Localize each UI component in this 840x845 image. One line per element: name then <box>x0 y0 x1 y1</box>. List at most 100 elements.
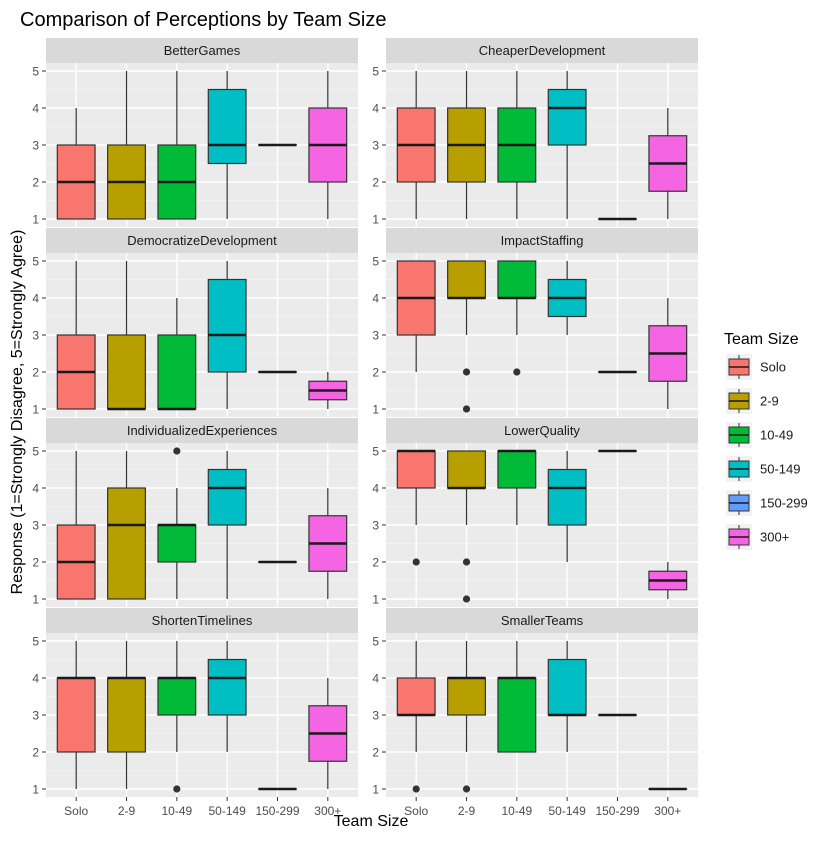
box-iqr <box>548 660 586 716</box>
outlier-point <box>513 368 520 375</box>
x-tick-label: Solo <box>64 804 88 818</box>
box-iqr <box>498 261 536 298</box>
y-tick-label: 3 <box>32 139 39 153</box>
box-iqr <box>548 90 586 146</box>
facet-democratizedevelopment: DemocratizeDevelopment 1 2 3 4 5 <box>32 228 358 417</box>
y-tick-label: 1 <box>32 593 39 607</box>
x-tick-label: 50-149 <box>208 804 246 818</box>
box-iqr <box>158 525 196 562</box>
box-iqr <box>397 451 435 488</box>
x-tick-label: 50-149 <box>548 804 586 818</box>
y-tick-label: 4 <box>32 102 39 116</box>
y-tick-label: 5 <box>32 255 39 269</box>
facet-strip-label: ShortenTimelines <box>152 613 253 628</box>
legend-label: 300+ <box>760 530 789 545</box>
y-tick-label: 3 <box>32 329 39 343</box>
y-tick-label: 3 <box>372 709 379 723</box>
y-tick-label: 5 <box>372 445 379 459</box>
box-iqr <box>208 660 246 716</box>
y-tick-label: 4 <box>32 292 39 306</box>
legend-entry-300: 300+ <box>726 524 789 550</box>
legend-title: Team Size <box>724 331 799 348</box>
facet-bettergames: BetterGames 1 2 3 4 5 <box>32 38 358 227</box>
legend: Team Size Solo 2-9 10-49 50-149 150-299 300+ <box>724 331 808 550</box>
legend-label: 2-9 <box>760 394 779 409</box>
outlier-point <box>463 785 470 792</box>
x-tick-label: 2-9 <box>118 804 136 818</box>
y-tick-label: 1 <box>372 783 379 797</box>
outlier-point <box>413 785 420 792</box>
y-tick-label: 4 <box>32 482 39 496</box>
y-tick-label: 3 <box>372 519 379 533</box>
x-axis-label: Team Size <box>334 813 409 830</box>
x-tick-label: 10-49 <box>161 804 192 818</box>
box-iqr <box>158 678 196 715</box>
outlier-point <box>173 785 180 792</box>
y-tick-label: 4 <box>32 672 39 686</box>
box-iqr <box>448 451 486 488</box>
facet-strip-label: BetterGames <box>164 43 241 58</box>
box-iqr <box>208 470 246 526</box>
x-tick-label: 2-9 <box>458 804 476 818</box>
facet-strip-label: SmallerTeams <box>501 613 584 628</box>
box-iqr <box>498 678 536 752</box>
outlier-point <box>463 558 470 565</box>
y-tick-label: 2 <box>372 556 379 570</box>
legend-entry-50-149: 50-149 <box>726 456 800 482</box>
y-tick-label: 3 <box>372 329 379 343</box>
legend-entry-10-49: 10-49 <box>726 422 793 448</box>
outlier-point <box>463 368 470 375</box>
box-iqr <box>108 678 146 752</box>
y-tick-label: 2 <box>372 176 379 190</box>
y-tick-label: 1 <box>32 403 39 417</box>
y-tick-label: 2 <box>32 366 39 380</box>
y-tick-label: 5 <box>372 635 379 649</box>
box-iqr <box>208 280 246 373</box>
y-tick-label: 1 <box>32 783 39 797</box>
y-tick-label: 4 <box>372 672 379 686</box>
legend-label: Solo <box>760 360 786 375</box>
y-tick-label: 5 <box>32 635 39 649</box>
legend-label: 10-49 <box>760 428 793 443</box>
y-tick-label: 3 <box>32 709 39 723</box>
box-iqr <box>108 488 146 599</box>
y-tick-label: 1 <box>372 593 379 607</box>
legend-entry-150-299: 150-299 <box>726 490 808 516</box>
facet-strip-label: DemocratizeDevelopment <box>127 233 277 248</box>
box-iqr <box>57 678 95 752</box>
y-tick-label: 2 <box>32 176 39 190</box>
box-iqr <box>548 470 586 526</box>
legend-entry-solo: Solo <box>726 354 786 380</box>
y-tick-label: 2 <box>372 366 379 380</box>
box-iqr <box>108 335 146 409</box>
y-tick-label: 3 <box>32 519 39 533</box>
y-tick-label: 5 <box>32 445 39 459</box>
x-tick-label: 150-299 <box>595 804 639 818</box>
legend-label: 50-149 <box>760 462 800 477</box>
y-tick-label: 4 <box>372 482 379 496</box>
legend-entry-2-9: 2-9 <box>726 388 779 414</box>
y-tick-label: 5 <box>32 65 39 79</box>
y-tick-label: 1 <box>32 213 39 227</box>
box-iqr <box>448 261 486 298</box>
outlier-point <box>413 558 420 565</box>
y-tick-label: 2 <box>372 746 379 760</box>
facet-strip-label: IndividualizedExperiences <box>127 423 278 438</box>
x-tick-label: 150-299 <box>255 804 299 818</box>
facet-strip-label: ImpactStaffing <box>501 233 584 248</box>
legend-label: 150-299 <box>760 496 808 511</box>
box-iqr <box>208 90 246 164</box>
chart-title: Comparison of Perceptions by Team Size <box>20 9 386 31</box>
outlier-point <box>173 447 180 454</box>
y-tick-label: 5 <box>372 255 379 269</box>
y-tick-label: 5 <box>372 65 379 79</box>
facet-strip-label: CheaperDevelopment <box>479 43 606 58</box>
box-iqr <box>158 335 196 409</box>
